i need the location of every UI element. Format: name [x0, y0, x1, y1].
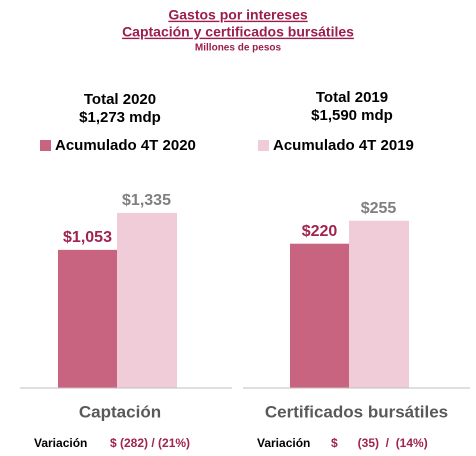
data-label: $1,335: [122, 192, 171, 209]
category-label: Captación: [79, 402, 161, 421]
total-label: Total 2020: [84, 91, 156, 108]
bar: [117, 212, 177, 388]
legend-label: Acumulado 4T 2020: [55, 137, 196, 154]
total-label: Total 2019: [316, 89, 388, 106]
bar: [290, 243, 350, 388]
total-value: $1,590 mdp: [311, 107, 393, 124]
data-label: $1,053: [63, 229, 112, 246]
total-value: $1,273 mdp: [79, 109, 161, 126]
data-label: $220: [302, 223, 338, 240]
chart-title: Gastos por intereses: [168, 7, 307, 23]
bar: [58, 249, 118, 388]
chart-subtitle: Captación y certificados bursátiles: [122, 24, 354, 40]
legend-label: Acumulado 4T 2019: [273, 137, 414, 154]
variation-label: Variación: [34, 436, 87, 450]
category-label: Certificados bursátiles: [265, 402, 448, 421]
variation-value: $ (282) / (21%): [110, 436, 190, 450]
data-label: $255: [361, 200, 397, 217]
bar: [349, 220, 409, 388]
variation-label: Variación: [257, 436, 310, 450]
unit-label: Millones de pesos: [195, 43, 282, 54]
legend-swatch: [40, 140, 51, 151]
variation-value: $ (35) / (14%): [331, 436, 428, 450]
legend-swatch: [258, 140, 269, 151]
